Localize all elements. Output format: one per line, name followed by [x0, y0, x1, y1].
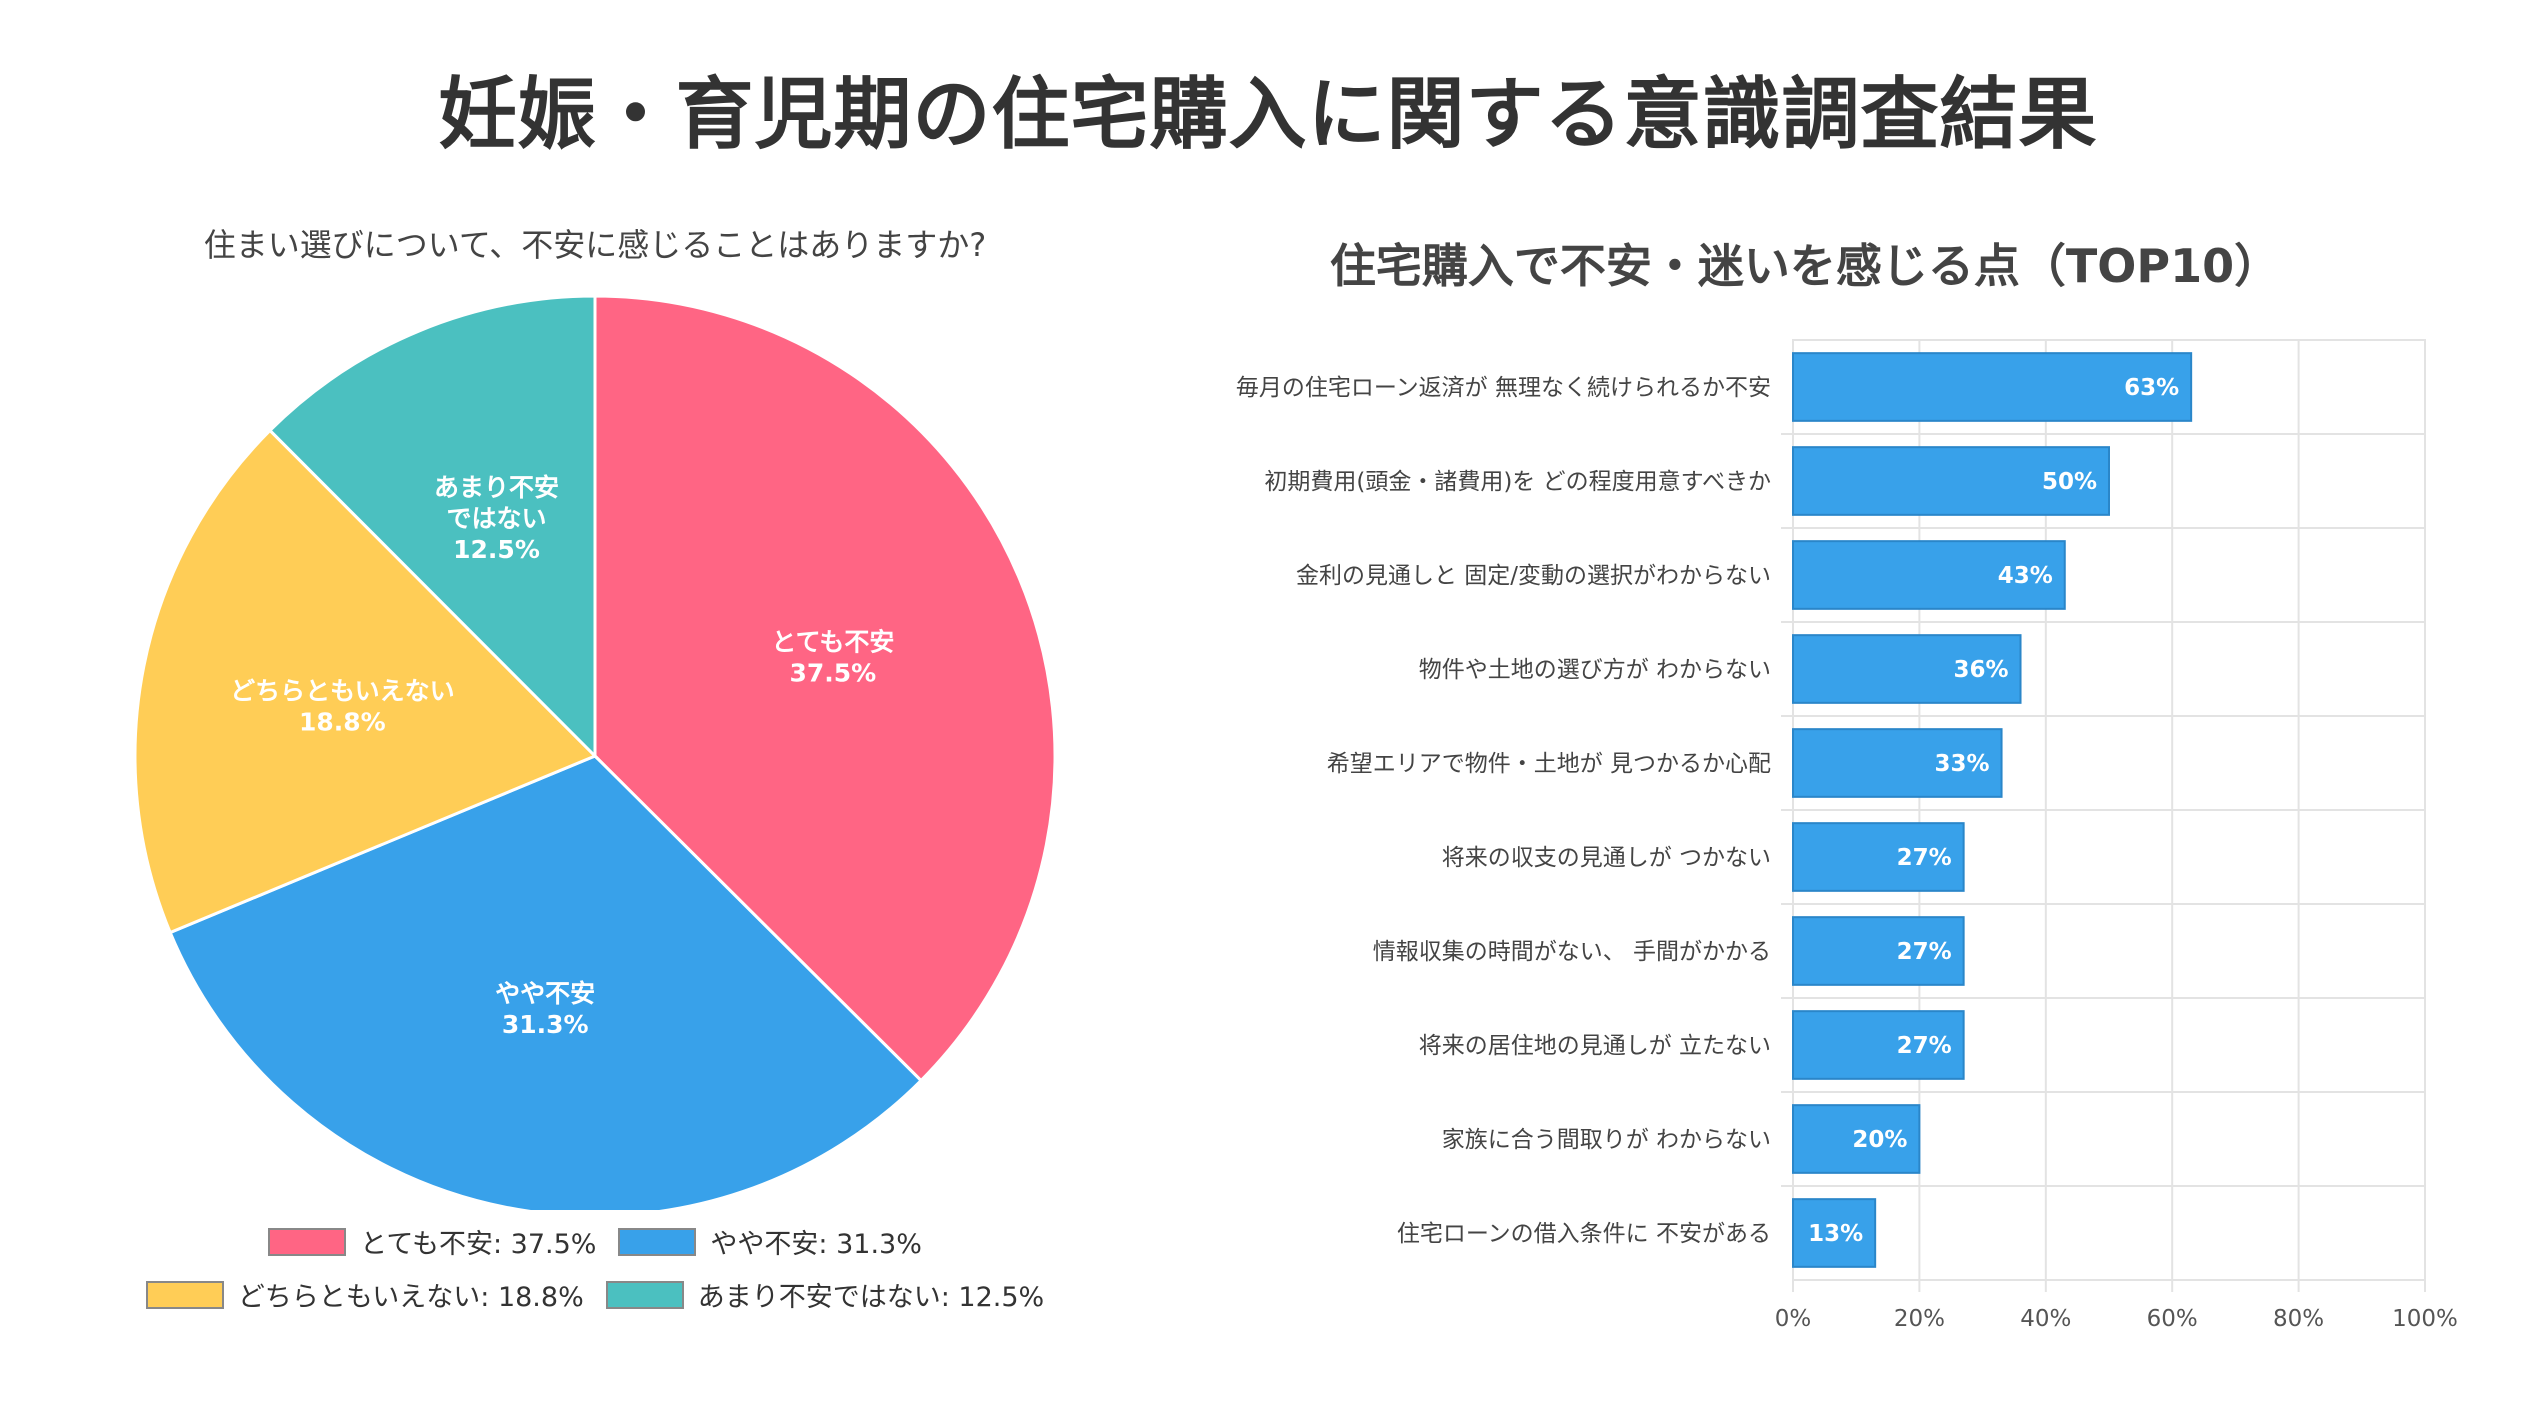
bar-value-label: 27% [1897, 939, 1952, 965]
legend-item-not-very-anxious[interactable]: あまり不安ではない: 12.5% [605, 1275, 1045, 1314]
legend-swatch [145, 1280, 224, 1309]
category-label: 情報収集の時間がない、 手間がかかる [1373, 939, 1771, 965]
bar-value-label: 50% [2042, 469, 2097, 495]
pie-slice-label: やや不安 31.3% [495, 979, 595, 1039]
legend-swatch [268, 1227, 347, 1256]
category-label: 希望エリアで物件・土地が 見つかるか心配 [1327, 751, 1771, 777]
pie-slice[interactable] [133, 428, 598, 935]
pie-slice-label: あまり不安ではない 12.5% [434, 473, 559, 564]
bar-chart-panel: 住宅購入で不安・迷いを感じる点（TOP10） 0% 20% 40% 60% 80% 100… [1190, 200, 2536, 1350]
page-title: 妊娠・育児期の住宅購入に関する意識調査結果 [438, 70, 2098, 160]
legend-label: あまり不安ではない: 12.5% [697, 1282, 1045, 1313]
category-label: 金利の見通しと 固定/変動の選択がわからない [1296, 563, 1771, 589]
pie-slice-label: とても不安 37.5% [771, 628, 894, 688]
bar[interactable] [1792, 916, 1965, 986]
bar[interactable] [1792, 352, 2193, 422]
pie-slice[interactable] [593, 294, 1057, 1083]
bar-value-label: 20% [1852, 1127, 1907, 1153]
legend-row: どちらともいえない: 18.8% あまり不安ではない: 12.5% [0, 1275, 1190, 1314]
x-tick-label: 60% [2147, 1306, 2198, 1332]
bar-value-label: 33% [1934, 751, 1989, 777]
bar-value-label: 27% [1897, 845, 1952, 871]
bar[interactable] [1792, 540, 2066, 610]
bar-value-label: 27% [1897, 1033, 1952, 1059]
legend-label: とても不安: 37.5% [360, 1229, 597, 1260]
legend-label: どちらともいえない: 18.8% [237, 1282, 584, 1313]
x-tick-label: 20% [1894, 1306, 1945, 1332]
pie-chart-panel: 住まい選びについて、不安に感じることはありますか? とても不安 37.5% やや不安… [0, 200, 1190, 1350]
legend-swatch [618, 1227, 697, 1256]
legend-swatch [605, 1280, 684, 1309]
bar[interactable] [1792, 1010, 1965, 1080]
bar[interactable] [1792, 634, 2022, 704]
legend-item-neutral[interactable]: どちらともいえない: 18.8% [145, 1275, 584, 1314]
bar[interactable] [1792, 1104, 1921, 1174]
legend-item-somewhat-anxious[interactable]: やや不安: 31.3% [618, 1222, 922, 1261]
x-tick-label: 80% [2273, 1306, 2324, 1332]
pie-slice[interactable] [168, 754, 924, 1210]
category-label: 将来の居住地の見通しが 立たない [1419, 1033, 1771, 1059]
bar-value-label: 36% [1953, 657, 2008, 683]
x-tick-label: 0% [1775, 1306, 1812, 1332]
bar[interactable] [1792, 1198, 1877, 1268]
category-label: 毎月の住宅ローン返済が 無理なく続けられるか不安 [1236, 375, 1771, 401]
bar-value-label: 43% [1998, 563, 2053, 589]
pie-chart-title: 住まい選びについて、不安に感じることはありますか? [203, 226, 987, 264]
category-label: 将来の収支の見通しが つかない [1442, 845, 1771, 871]
pie-slice[interactable] [267, 294, 597, 760]
bar[interactable] [1792, 822, 1965, 892]
bar-chart: 0% 20% 40% 60% 80% 100% 63% 毎月の住宅ローン返済が 無理なく続けら… [1236, 339, 2458, 1332]
bar-value-label: 13% [1808, 1221, 1863, 1247]
x-tick-label: 100% [2392, 1306, 2458, 1332]
bar-chart-title: 住宅購入で不安・迷いを感じる点（TOP10） [1329, 239, 2281, 293]
category-label: 住宅ローンの借入条件に 不安がある [1397, 1221, 1771, 1247]
legend-label: やや不安: 31.3% [710, 1229, 922, 1260]
category-label: 家族に合う間取りが わからない [1442, 1127, 1771, 1153]
x-tick-label: 40% [2020, 1306, 2071, 1332]
pie-legend: とても不安: 37.5% やや不安: 31.3% どちらともいえない: 18.8… [0, 1222, 1190, 1328]
category-label: 初期費用(頭金・諸費用)を どの程度用意すべきか [1264, 469, 1771, 495]
bar-value-label: 63% [2124, 375, 2179, 401]
bar[interactable] [1792, 446, 2110, 516]
legend-row: とても不安: 37.5% やや不安: 31.3% [0, 1222, 1190, 1261]
category-label: 物件や土地の選び方が わからない [1419, 657, 1771, 683]
pie-chart: とても不安 37.5% やや不安 31.3% どちらともいえない 18.8% あまり不安では… [133, 294, 1057, 1210]
bar[interactable] [1792, 728, 2003, 798]
legend-item-very-anxious[interactable]: とても不安: 37.5% [268, 1222, 596, 1261]
pie-slice-label: どちらともいえない 18.8% [230, 676, 455, 736]
